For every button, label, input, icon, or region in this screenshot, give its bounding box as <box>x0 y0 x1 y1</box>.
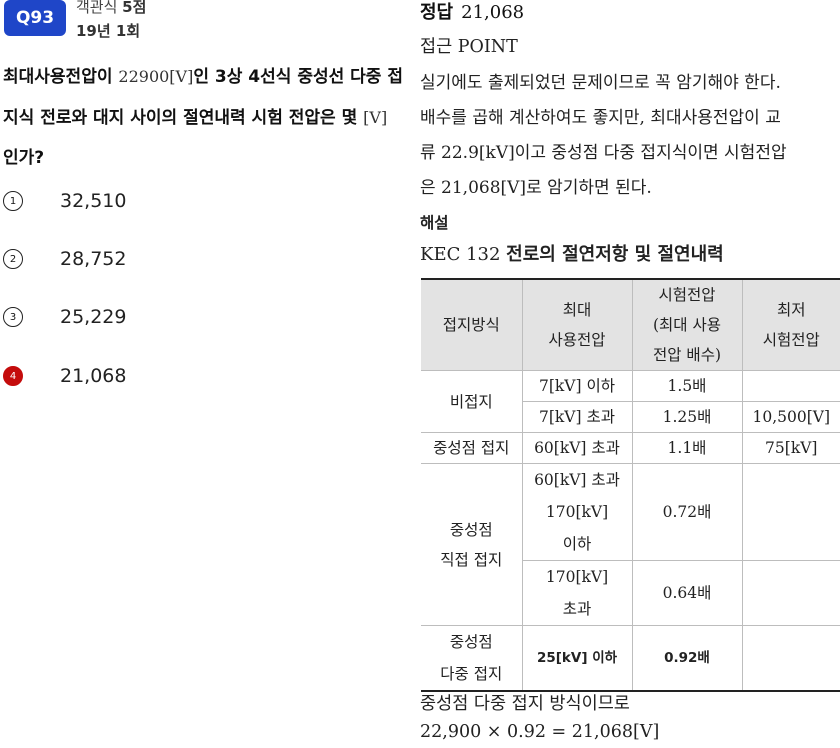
question-stem-line-1: 최대사용전압이 22900[V]인 3상 4선식 중성선 다중 접 <box>3 67 403 87</box>
cell-voltage: 60[kV] 초과 <box>521 432 633 464</box>
approach-line: 배수를 곱해 계산하여도 좋지만, 최대사용전압이 교 <box>420 108 781 128</box>
cell-method: 중성점 직접 접지 <box>421 463 523 626</box>
insulation-test-table: 접지방식 최대 사용전압 시험전압 (최대 사용 전압 배수) 최저 시험전압 비접지 … <box>421 278 840 692</box>
cell-voltage: 25[kV] 이하 <box>521 625 633 692</box>
cell-multiple: 0.92배 <box>631 625 743 692</box>
question-stem-line-3: 인가? <box>3 148 45 168</box>
cell-min: 10,500[V] <box>741 401 840 433</box>
header-min-test-voltage: 최저 시험전압 <box>741 278 840 371</box>
table-row: 중성점 접지 60[kV] 초과 1.1배 75[kV] <box>421 432 840 464</box>
approach-line: 류 22.9[kV]이고 중성점 다중 접지식이면 시험전압 <box>420 143 787 163</box>
solution-heading: 해설 <box>420 214 449 232</box>
table-header-row: 접지방식 최대 사용전압 시험전압 (최대 사용 전압 배수) 최저 시험전압 <box>421 278 840 371</box>
choice-number-1: 1 <box>3 191 23 211</box>
choice-value-2: 28,752 <box>60 248 127 270</box>
cell-method: 중성점 접지 <box>421 432 523 464</box>
cell-voltage: 60[kV] 초과 170[kV] 이하 <box>521 463 633 561</box>
cell-method: 중성점 다중 접지 <box>421 625 523 692</box>
cell-voltage: 170[kV] 초과 <box>522 560 633 626</box>
choice-4-correct[interactable]: 4 21,068 <box>3 365 126 387</box>
choice-number-4: 4 <box>3 366 23 386</box>
header-max-voltage: 최대 사용전압 <box>521 278 633 371</box>
header-test-multiple: 시험전압 (최대 사용 전압 배수) <box>631 278 743 371</box>
exam-session: 19년 1회 <box>76 22 141 40</box>
cell-multiple: 1.1배 <box>631 432 743 464</box>
header-ground-method: 접지방식 <box>421 278 523 371</box>
table-row: 170[kV] 초과 0.64배 <box>421 560 840 626</box>
choice-value-4: 21,068 <box>60 365 127 387</box>
question-number-badge: Q93 <box>4 0 66 36</box>
cell-min <box>741 625 840 692</box>
choice-number-3: 3 <box>3 307 23 327</box>
calculation-formula: 22,900 × 0.92 = 21,068[V] <box>420 722 660 742</box>
cell-multiple: 1.25배 <box>631 401 743 433</box>
cell-method: 비접지 <box>421 370 523 433</box>
table-row: 중성점 다중 접지 25[kV] 이하 0.92배 <box>421 625 840 692</box>
cell-voltage: 7[kV] 이하 <box>521 370 633 402</box>
approach-paragraph: 실기에도 출제되었던 문제이므로 꼭 암기해야 한다. 배수를 곱해 계산하여도… <box>420 66 838 206</box>
cell-multiple: 1.5배 <box>631 370 743 402</box>
cell-multiple: 0.64배 <box>631 560 743 626</box>
approach-line: 실기에도 출제되었던 문제이므로 꼭 암기해야 한다. <box>420 73 781 93</box>
cell-min <box>741 463 840 561</box>
cell-multiple: 0.72배 <box>631 463 743 561</box>
conclusion-text: 중성점 다중 접지 방식이므로 <box>420 694 630 714</box>
approach-line: 은 21,068[V]로 암기하면 된다. <box>420 178 652 198</box>
kec-title: KEC 132 전로의 절연저항 및 절연내력 <box>420 244 724 265</box>
cell-min: 75[kV] <box>741 432 840 464</box>
choice-value-3: 25,229 <box>60 306 127 328</box>
cell-voltage: 7[kV] 초과 <box>522 401 633 433</box>
question-type: 객관식 5점 <box>76 0 147 16</box>
question-stem-line-2: 지식 전로와 대지 사이의 절연내력 시험 전압은 몇 [V] <box>3 108 388 128</box>
choice-2[interactable]: 2 28,752 <box>3 248 126 270</box>
table-row: 중성점 직접 접지 60[kV] 초과 170[kV] 이하 0.72배 <box>421 463 840 626</box>
table-row: 비접지 7[kV] 이하 1.5배 <box>421 370 840 433</box>
choice-3[interactable]: 3 25,229 <box>3 306 126 328</box>
answer-line: 정답 21,068 <box>420 2 525 23</box>
choice-number-2: 2 <box>3 249 23 269</box>
cell-min <box>741 560 840 626</box>
cell-min <box>741 370 840 402</box>
table-row: 7[kV] 초과 1.25배 10,500[V] <box>421 401 840 433</box>
approach-title: 접근 POINT <box>420 37 518 57</box>
choice-1[interactable]: 1 32,510 <box>3 190 126 212</box>
choice-value-1: 32,510 <box>60 190 127 212</box>
